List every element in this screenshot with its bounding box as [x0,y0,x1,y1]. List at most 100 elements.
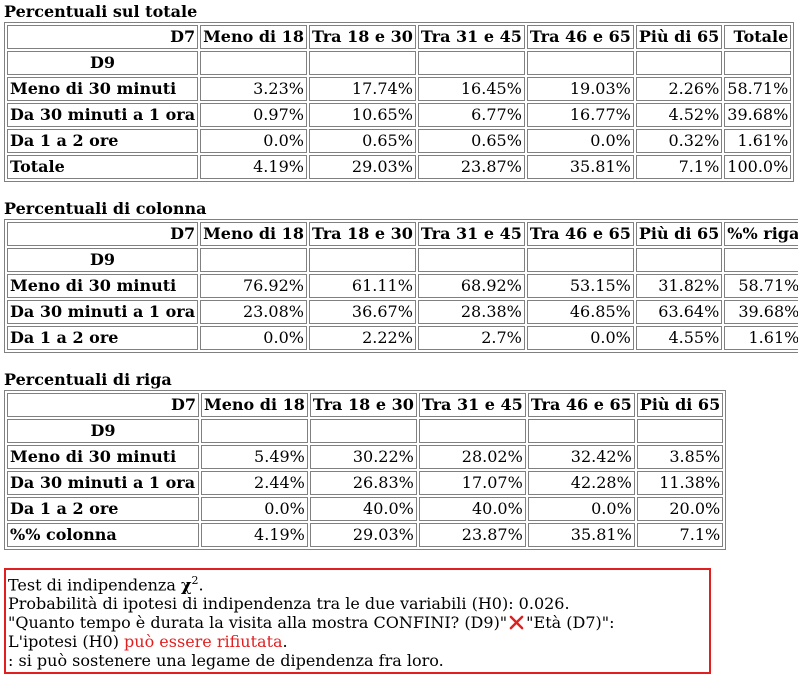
cell: 100.0% [724,155,792,179]
empty-cell [635,51,723,75]
table-row-pct: D7 Meno di 18 Tra 18 e 30 Tra 31 e 45 Tr… [4,390,727,550]
col-header: Tra 31 e 45 [417,222,525,246]
cell: 28.38% [417,300,525,324]
footer-label: %% colonna [7,523,199,547]
cell: 1.61% [724,326,798,350]
col-header: Tra 31 e 45 [418,393,526,417]
row-label: Da 1 a 2 ore [7,326,199,350]
variable-d9-label: "Quanto tempo è durata la visita alla mo… [8,613,508,633]
cell: 29.03% [309,523,417,547]
cell: 46.85% [526,300,634,324]
chi-line-1-text: Test di indipendenza [8,575,181,595]
empty-cell [636,419,724,443]
cell: 68.92% [417,274,525,298]
table-header-row: D7 Meno di 18 Tra 18 e 30 Tra 31 e 45 Tr… [7,222,798,246]
cell: 2.44% [201,471,308,495]
chi-square-result-box: Test di indipendenza χ2. Probabilità di … [4,568,711,674]
cell: 7.1% [635,155,723,179]
cell: 4.19% [200,155,307,179]
row-label: Da 30 minuti a 1 ora [7,300,199,324]
table-row: Da 30 minuti a 1 ora 0.97% 10.65% 6.77% … [7,103,792,127]
cell: 2.22% [308,326,416,350]
col-var-label: D7 [7,222,199,246]
row-var-label: D9 [7,419,199,443]
hypothesis-end: . [282,632,288,652]
table-header-row: D7 Meno di 18 Tra 18 e 30 Tra 31 e 45 Tr… [7,25,792,49]
cell: 0.0% [200,129,307,153]
empty-cell [417,248,525,272]
cell: 40.0% [309,497,417,521]
table-subheader-row: D9 [7,51,792,75]
cell: 32.42% [527,445,635,469]
cell: 58.71% [724,77,792,101]
chi-variables-line: "Quanto tempo è durata la visita alla mo… [8,613,708,632]
empty-cell [200,51,307,75]
row-label: Da 30 minuti a 1 ora [7,471,199,495]
cell: 16.45% [417,77,525,101]
cell: 58.71% [724,274,798,298]
table-row: Da 1 a 2 ore 0.0% 40.0% 40.0% 0.0% 20.0% [7,497,724,521]
row-label: Da 1 a 2 ore [7,497,199,521]
chi-line-1-end: . [198,575,204,595]
col-header: Meno di 18 [200,25,307,49]
cell: 39.68% [724,300,798,324]
table-row: Meno di 30 minuti 5.49% 30.22% 28.02% 32… [7,445,724,469]
chi-symbol: χ [180,575,192,595]
col-var-label: D7 [7,393,199,417]
col-header-row-pct: %% riga [724,222,798,246]
hypothesis-text: L'ipotesi (H0) [8,632,125,652]
cell: 30.22% [309,445,417,469]
cell: 6.77% [417,103,525,127]
cell: 23.87% [417,155,525,179]
cell: 29.03% [308,155,416,179]
empty-cell [309,419,417,443]
spacer [4,353,794,368]
col-header: Tra 18 e 30 [308,25,416,49]
cross-icon [509,615,524,630]
chi-conclusion-line: : si può sostenere una legame de dipende… [8,651,444,671]
cell: 17.07% [418,471,526,495]
col-header: Tra 31 e 45 [417,25,525,49]
cell: 4.52% [635,103,723,127]
table-row: Da 1 a 2 ore 0.0% 2.22% 2.7% 0.0% 4.55% … [7,326,798,350]
empty-cell [526,51,634,75]
cell: 28.02% [418,445,526,469]
cell: 0.65% [308,129,416,153]
cell: 20.0% [636,497,724,521]
empty-cell [201,419,308,443]
cell: 19.03% [526,77,634,101]
cell: 39.68% [724,103,792,127]
cell: 11.38% [636,471,724,495]
cell: 10.65% [308,103,416,127]
cell: 53.15% [526,274,634,298]
cell: 0.32% [635,129,723,153]
table-column: D7 Meno di 18 Tra 18 e 30 Tra 31 e 45 Tr… [4,219,798,353]
row-var-label: D9 [7,248,199,272]
table-subheader-row: D9 [7,248,798,272]
cell: 40.0% [418,497,526,521]
cell: 3.85% [636,445,724,469]
row-label: Meno di 30 minuti [7,445,199,469]
cell: 35.81% [526,155,634,179]
table-header-row: D7 Meno di 18 Tra 18 e 30 Tra 31 e 45 Tr… [7,393,724,417]
section-title-column: Percentuali di colonna [4,199,207,218]
row-label: Meno di 30 minuti [7,274,199,298]
footer-label: Totale [7,155,199,179]
col-header-total: Totale [724,25,792,49]
row-label: Da 30 minuti a 1 ora [7,103,199,127]
table-row: Da 30 minuti a 1 ora 2.44% 26.83% 17.07%… [7,471,724,495]
cell: 23.87% [418,523,526,547]
cell: 35.81% [527,523,635,547]
col-header: Più di 65 [635,25,723,49]
empty-cell [418,419,526,443]
cell: 16.77% [526,103,634,127]
empty-cell [724,248,798,272]
table-row: Meno di 30 minuti 76.92% 61.11% 68.92% 5… [7,274,798,298]
cell: 4.55% [635,326,723,350]
row-var-label: D9 [7,51,199,75]
empty-cell [308,51,416,75]
col-header: Meno di 18 [200,222,307,246]
col-header: Tra 18 e 30 [309,393,417,417]
col-header: Tra 18 e 30 [308,222,416,246]
col-header: Più di 65 [636,393,724,417]
